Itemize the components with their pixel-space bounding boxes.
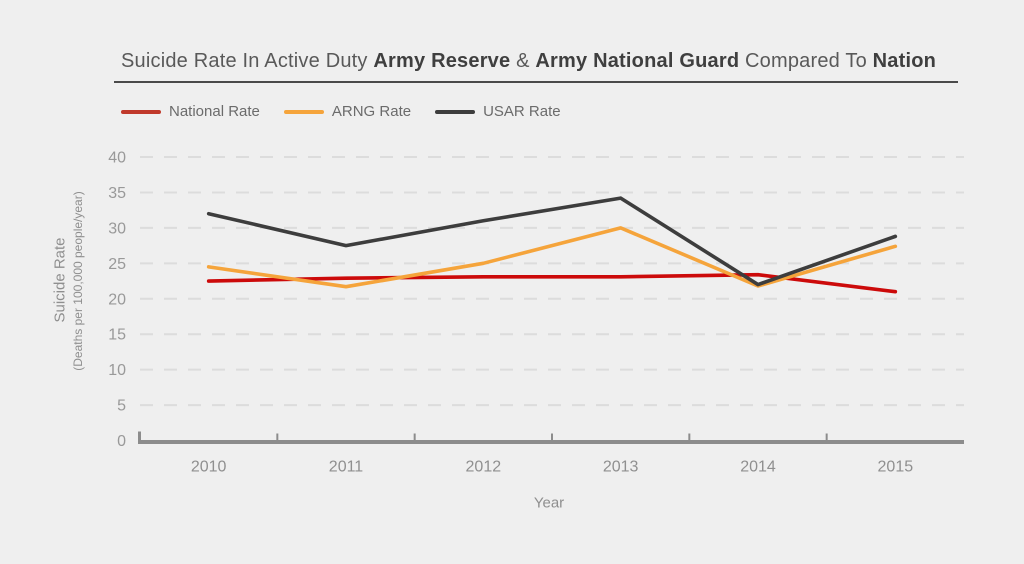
chart-title-segment: Suicide Rate In Active Duty bbox=[121, 50, 374, 72]
y-tick-label-15: 15 bbox=[108, 327, 126, 344]
legend-label-national: National Rate bbox=[169, 103, 260, 120]
chart-title-segment: Compared To bbox=[739, 50, 873, 72]
y-tick-label-25: 25 bbox=[108, 256, 126, 273]
chart-title-segment-bold: Nation bbox=[872, 50, 937, 72]
chart-title-segment-bold: Army Reserve bbox=[373, 50, 511, 72]
legend-swatch-national bbox=[121, 109, 161, 114]
chart-title-segment-bold: Army National Guard bbox=[535, 50, 740, 72]
x-tick-label-2012: 2012 bbox=[466, 459, 502, 476]
legend-item-arng: ARNG Rate bbox=[283, 103, 412, 120]
x-tick-label-2010: 2010 bbox=[191, 459, 227, 476]
chart-title: Suicide Rate In Active Duty Army Reserve… bbox=[121, 50, 936, 73]
series-line-arng-rate bbox=[206, 226, 898, 289]
legend-label-usar: USAR Rate bbox=[483, 103, 561, 120]
legend-item-usar: USAR Rate bbox=[435, 103, 561, 120]
x-tick-label-2011: 2011 bbox=[329, 459, 364, 476]
y-tick-label-20: 20 bbox=[108, 291, 126, 308]
x-tick-label-2015: 2015 bbox=[878, 459, 914, 476]
x-axis-title: Year bbox=[533, 494, 565, 512]
legend-swatch-usar bbox=[435, 109, 476, 114]
x-tick-label-2013: 2013 bbox=[603, 459, 639, 476]
y-tick-label-5: 5 bbox=[117, 398, 126, 415]
y-tick-label-30: 30 bbox=[108, 220, 126, 237]
title-divider bbox=[114, 81, 958, 83]
legend-label-arng: ARNG Rate bbox=[331, 103, 412, 120]
chart-title-segment: & bbox=[510, 50, 536, 72]
x-tick-label-2014: 2014 bbox=[740, 459, 776, 476]
y-tick-label-35: 35 bbox=[108, 185, 126, 202]
series-line-usar-rate bbox=[206, 196, 898, 287]
legend-item-national: National Rate bbox=[121, 103, 260, 120]
y-tick-label-40: 40 bbox=[108, 150, 126, 167]
legend-swatch-arng bbox=[283, 109, 324, 114]
y-tick-label-10: 10 bbox=[108, 362, 126, 379]
y-tick-label-0: 0 bbox=[117, 433, 126, 450]
chart-legend: National Rate ARNG Rate USAR Rate bbox=[121, 103, 585, 120]
